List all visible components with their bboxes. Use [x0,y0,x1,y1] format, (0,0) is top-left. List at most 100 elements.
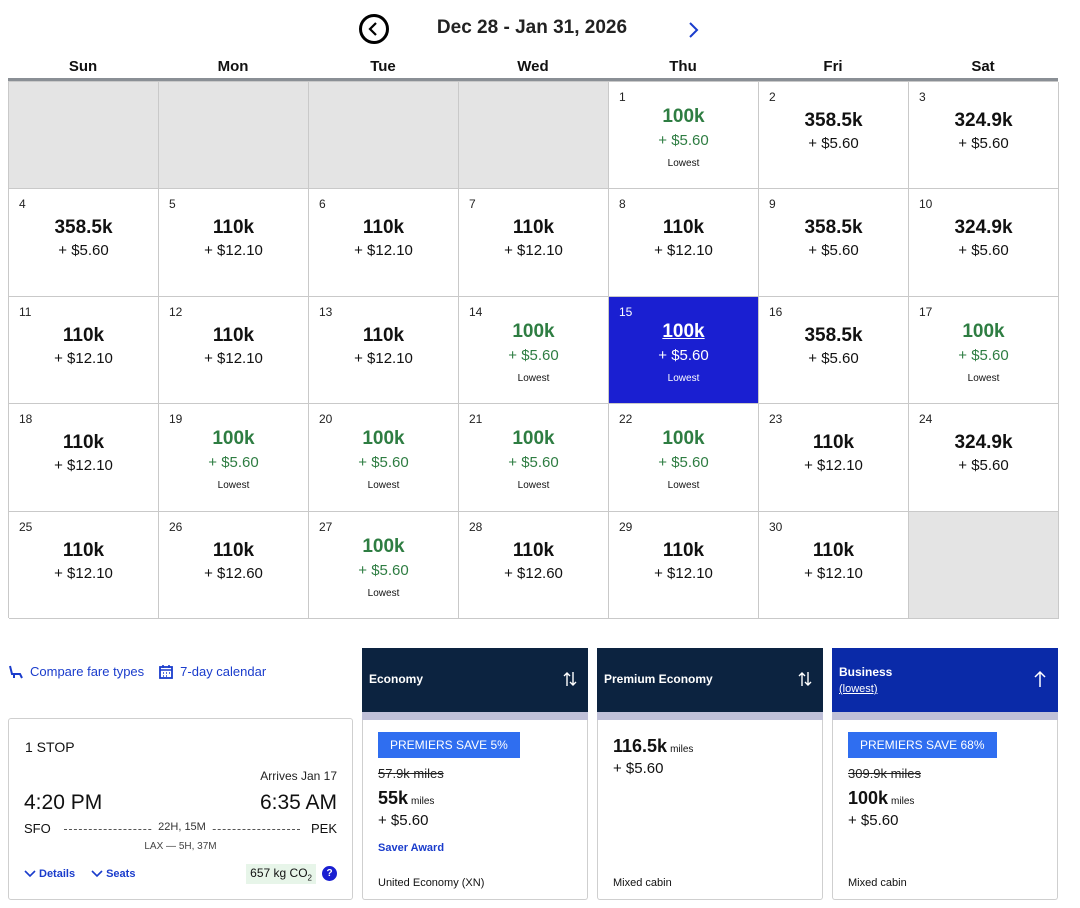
calendar-day-cell[interactable]: 18 110k + $12.10 [9,404,159,512]
calendar-day-cell[interactable]: 16 358.5k + $5.60 [759,296,909,405]
calendar-day-cell[interactable]: 9 358.5k + $5.60 [759,189,909,297]
calendar-day-cell[interactable]: 11 110k + $12.10 [9,296,159,405]
calendar-day-cell[interactable]: 25 110k + $12.10 [9,511,159,619]
premium-economy-header[interactable]: Premium Economy [597,648,823,712]
day-number: 14 [469,304,483,319]
day-miles: 324.9k [954,432,1013,454]
departure-time: 4:20 PM [24,791,103,814]
calendar-day-cell[interactable]: 6 110k + $12.10 [309,189,459,297]
lowest-label: Lowest [367,587,400,599]
seven-day-calendar-link[interactable]: 7-day calendar [158,664,266,679]
day-number: 16 [769,304,783,319]
day-tax: + $5.60 [658,132,709,149]
business-header[interactable]: Business (lowest) [832,648,1058,712]
calendar-day-cell[interactable]: 5 110k + $12.10 [159,189,309,297]
day-miles: 110k [62,324,105,346]
calendar-day-cell[interactable]: 14 100k + $5.60 Lowest [459,296,609,405]
day-miles: 324.9k [954,217,1013,239]
fare-tax: + $5.60 [378,812,429,829]
arrival-date: Arrives Jan 17 [260,769,337,783]
origin-airport: SFO [24,821,51,836]
calendar-icon [159,664,174,679]
day-miles: 100k [512,428,555,450]
price-unit: miles [891,796,915,807]
calendar-day-cell[interactable]: 23 110k + $12.10 [759,404,909,512]
lowest-label: Lowest [667,372,700,384]
calendar-day-cell[interactable]: 29 110k + $12.10 [609,511,759,619]
day-miles: 110k [362,217,405,239]
day-tax: + $5.60 [958,457,1009,475]
calendar-day-cell[interactable]: 2 358.5k + $5.60 [759,82,909,190]
day-number: 23 [769,412,783,427]
day-tax: + $5.60 [808,349,859,367]
info-icon[interactable]: ? [322,866,337,881]
day-miles: 110k [362,324,405,346]
day-miles: 110k [812,539,855,561]
cabin-note: Mixed cabin [848,877,907,889]
day-miles: 110k [212,324,255,346]
calendar-day-cell[interactable]: 12 110k + $12.10 [159,296,309,405]
day-tax: + $5.60 [358,454,409,472]
economy-fare-option[interactable]: PREMIERS SAVE 5% 57.9k miles 55k miles + … [362,720,588,900]
day-tax: + $5.60 [508,454,559,472]
day-number: 7 [469,197,476,212]
calendar-day-cell[interactable]: 1 100k + $5.60 Lowest [609,82,759,190]
day-tax: + $5.60 [958,135,1009,152]
day-number: 2 [769,90,776,104]
day-tax: + $12.10 [354,349,413,367]
economy-header[interactable]: Economy [362,648,588,712]
day-miles: 100k [662,428,705,450]
previous-range-button[interactable] [359,14,389,44]
day-miles: 358.5k [804,324,863,346]
calendar-day-cell[interactable]: 7 110k + $12.10 [459,189,609,297]
day-tax: + $12.10 [54,564,113,582]
calendar-day-cell[interactable]: 13 110k + $12.10 [309,296,459,405]
calendar-header: Dec 28 - Jan 31, 2026 [0,10,1080,44]
fare-price: 116.5k miles [613,736,693,757]
day-number: 27 [319,519,333,534]
day-miles: 110k [812,432,855,454]
day-number: 9 [769,197,776,212]
calendar-empty-cell [459,82,609,190]
calendar-day-cell[interactable]: 24 324.9k + $5.60 [909,404,1059,512]
business-lowest-label: (lowest) [839,683,878,695]
original-price: 309.9k miles [848,766,921,781]
day-miles: 100k [512,320,555,342]
calendar-day-cell[interactable]: 17 100k + $5.60 Lowest [909,296,1059,405]
calendar-day-cell[interactable]: 28 110k + $12.60 [459,511,609,619]
calendar-day-cell[interactable]: 30 110k + $12.10 [759,511,909,619]
details-toggle[interactable]: Details [24,868,83,880]
calendar-day-cell[interactable]: 10 324.9k + $5.60 [909,189,1059,297]
calendar-day-cell[interactable]: 26 110k + $12.60 [159,511,309,619]
flight-duration: 22H, 15M [152,821,212,833]
details-label: Details [39,868,76,880]
seats-toggle[interactable]: Seats [91,868,143,880]
day-miles: 100k [362,428,405,450]
day-tax: + $12.10 [354,242,413,260]
compare-fare-types-link[interactable]: Compare fare types [8,664,144,679]
calendar-day-selected[interactable]: 15 100k + $5.60 Lowest [609,296,759,405]
day-number: 25 [19,519,33,534]
business-fare-option[interactable]: PREMIERS SAVE 68% 309.9k miles 100k miles… [832,720,1058,900]
calendar-day-cell[interactable]: 19 100k + $5.60 Lowest [159,404,309,512]
premium-economy-fare-option[interactable]: 116.5k miles + $5.60 Mixed cabin [597,720,823,900]
premier-savings-badge: PREMIERS SAVE 68% [848,732,997,758]
calendar-day-cell[interactable]: 4 358.5k + $5.60 [9,189,159,297]
next-range-button[interactable] [683,18,703,42]
calendar-day-cell[interactable]: 22 100k + $5.60 Lowest [609,404,759,512]
price-value: 55k [378,788,409,808]
calendar-day-cell[interactable]: 20 100k + $5.60 Lowest [309,404,459,512]
calendar-day-cell[interactable]: 27 100k + $5.60 Lowest [309,511,459,619]
duration-line: 22H, 15M [64,821,300,837]
day-tax: + $5.60 [658,454,709,472]
calendar-day-cell[interactable]: 8 110k + $12.10 [609,189,759,297]
day-tax: + $12.60 [204,564,263,582]
calendar-day-cell[interactable]: 3 324.9k + $5.60 [909,82,1059,190]
calendar-day-cell[interactable]: 21 100k + $5.60 Lowest [459,404,609,512]
day-tax: + $12.10 [54,457,113,475]
day-number: 19 [169,412,183,427]
flight-card[interactable]: 1 STOP Arrives Jan 17 4:20 PM 6:35 AM SF… [8,718,353,900]
weekday-label: Thu [669,58,697,75]
day-tax: + $12.10 [804,457,863,475]
fare-price: 100k miles [848,788,914,809]
